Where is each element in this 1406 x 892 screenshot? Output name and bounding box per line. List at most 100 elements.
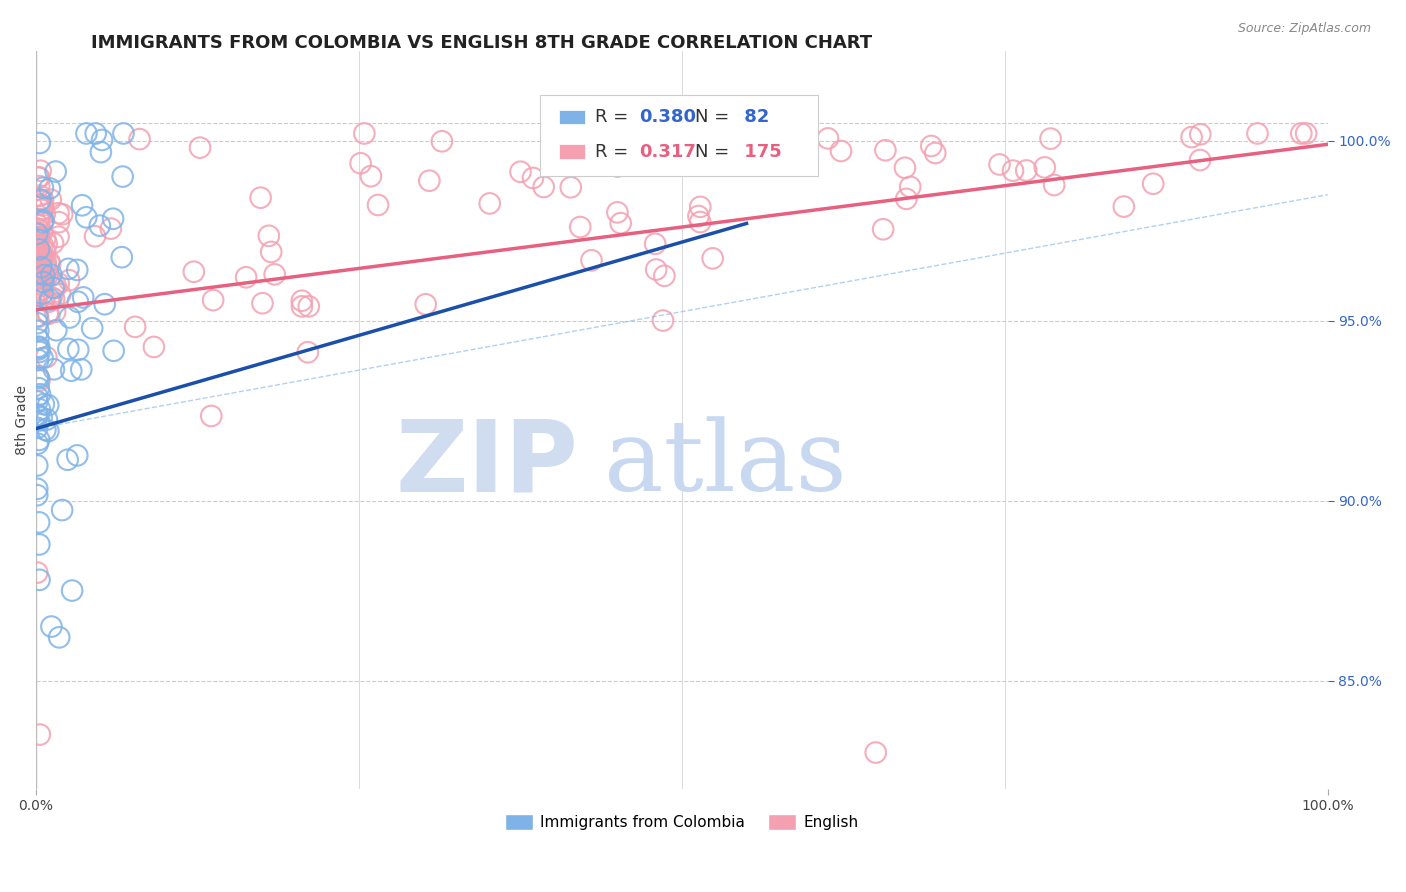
Point: [31, 351, 53, 365]
Point: [42, 281, 65, 295]
Point: [66, 449, 89, 463]
FancyBboxPatch shape: [540, 95, 818, 176]
Point: [1039, 131, 1062, 145]
Point: [35, 236, 58, 251]
Point: [28, 245, 51, 260]
Point: [875, 143, 897, 157]
Point: [58, 342, 80, 356]
Point: [249, 191, 271, 205]
Point: [28, 264, 51, 278]
Point: [31, 215, 53, 229]
Point: [645, 262, 668, 277]
Point: [142, 340, 165, 354]
Point: [31, 238, 53, 252]
Point: [35, 255, 58, 269]
Point: [1015, 163, 1038, 178]
Point: [44, 305, 66, 319]
Point: [101, 211, 124, 226]
Point: [39, 193, 62, 207]
Point: [689, 215, 711, 229]
Point: [28, 188, 51, 202]
Point: [257, 228, 280, 243]
Legend: Immigrants from Colombia, English: Immigrants from Colombia, English: [499, 808, 865, 836]
Point: [66, 263, 89, 277]
Point: [28, 433, 51, 447]
Point: [39, 258, 62, 272]
Point: [30, 277, 52, 291]
Point: [183, 265, 205, 279]
Point: [25, 458, 48, 473]
Point: [90, 145, 112, 160]
Point: [82, 321, 104, 335]
Point: [41, 268, 63, 282]
Point: [25, 259, 48, 273]
Point: [34, 257, 56, 271]
Point: [51, 207, 73, 221]
Point: [689, 200, 711, 214]
Point: [25, 289, 48, 303]
Point: [1142, 177, 1164, 191]
Point: [48, 206, 70, 220]
Point: [84, 127, 107, 141]
Point: [25, 316, 48, 330]
Point: [35, 412, 58, 426]
Point: [28, 387, 51, 401]
Point: [25, 244, 48, 259]
Point: [30, 252, 52, 267]
Point: [32, 193, 55, 207]
Point: [28, 243, 51, 257]
Point: [32, 275, 55, 289]
Point: [1112, 200, 1135, 214]
Point: [430, 134, 453, 148]
Point: [697, 132, 720, 146]
Point: [27, 352, 49, 367]
Text: 175: 175: [738, 143, 782, 161]
Point: [25, 226, 48, 240]
Point: [27, 310, 49, 324]
Point: [32, 180, 55, 194]
Point: [298, 299, 321, 313]
Point: [1001, 163, 1024, 178]
Point: [291, 299, 314, 313]
Point: [28, 170, 51, 185]
Point: [25, 286, 48, 301]
Point: [263, 268, 285, 282]
Text: atlas: atlas: [605, 416, 848, 512]
Point: [25, 309, 48, 323]
Point: [41, 291, 63, 305]
Point: [25, 230, 48, 244]
Point: [34, 273, 56, 287]
Point: [30, 263, 52, 277]
Point: [606, 205, 628, 219]
Point: [45, 323, 67, 337]
Point: [27, 436, 49, 450]
Point: [72, 290, 94, 304]
Point: [35, 350, 58, 364]
Point: [1189, 153, 1212, 167]
Point: [60, 583, 83, 598]
Text: 0.380: 0.380: [640, 108, 696, 126]
Point: [28, 286, 51, 301]
Point: [32, 250, 55, 264]
Point: [28, 537, 51, 551]
Point: [89, 219, 111, 233]
Point: [37, 398, 59, 412]
Point: [654, 268, 676, 283]
Point: [28, 345, 51, 359]
Point: [28, 371, 51, 385]
Point: [25, 233, 48, 247]
Point: [817, 131, 839, 145]
Point: [34, 244, 56, 258]
Point: [894, 161, 917, 175]
Point: [28, 197, 51, 211]
Point: [581, 253, 603, 268]
Point: [30, 260, 52, 275]
Point: [25, 266, 48, 280]
Bar: [560, 145, 585, 159]
Point: [38, 181, 60, 195]
Point: [865, 746, 887, 760]
Point: [25, 227, 48, 241]
Point: [252, 296, 274, 310]
Point: [27, 408, 49, 422]
Point: [27, 369, 49, 384]
